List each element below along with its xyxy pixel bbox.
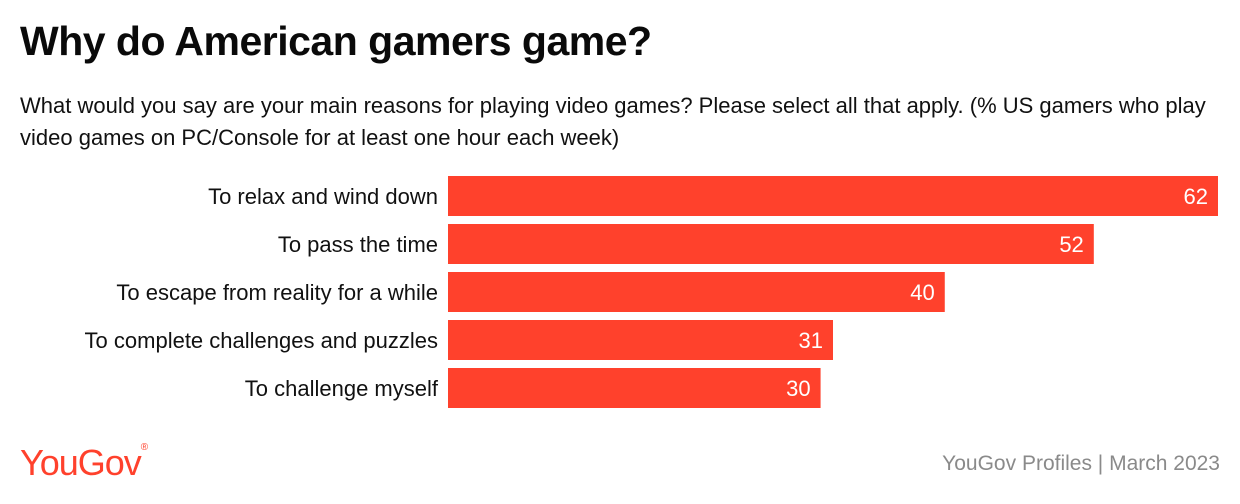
logo-text: YouGov <box>20 442 142 483</box>
category-label: To relax and wind down <box>208 184 438 209</box>
source-note: YouGov Profiles | March 2023 <box>942 452 1220 475</box>
category-label: To challenge myself <box>245 376 439 401</box>
value-label: 31 <box>799 328 823 353</box>
value-label: 62 <box>1184 184 1208 209</box>
value-label: 40 <box>910 280 934 305</box>
category-label: To complete challenges and puzzles <box>85 328 438 353</box>
bar-1 <box>448 224 1094 264</box>
bar-3 <box>448 320 833 360</box>
value-label: 30 <box>786 376 810 401</box>
category-label: To pass the time <box>278 232 438 257</box>
category-label: To escape from reality for a while <box>116 280 438 305</box>
bar-0 <box>448 176 1218 216</box>
chart-title: Why do American gamers game? <box>20 18 652 64</box>
logo-registered-mark: ® <box>140 442 149 453</box>
yougov-logo: YouGov® <box>20 442 148 484</box>
bar-2 <box>448 272 945 312</box>
bar-chart: To relax and wind down 62 To pass the time… <box>85 176 1218 408</box>
value-label: 52 <box>1059 232 1083 257</box>
bar-4 <box>448 368 821 408</box>
chart-subtitle: What would you say are your main reasons… <box>20 93 1206 150</box>
